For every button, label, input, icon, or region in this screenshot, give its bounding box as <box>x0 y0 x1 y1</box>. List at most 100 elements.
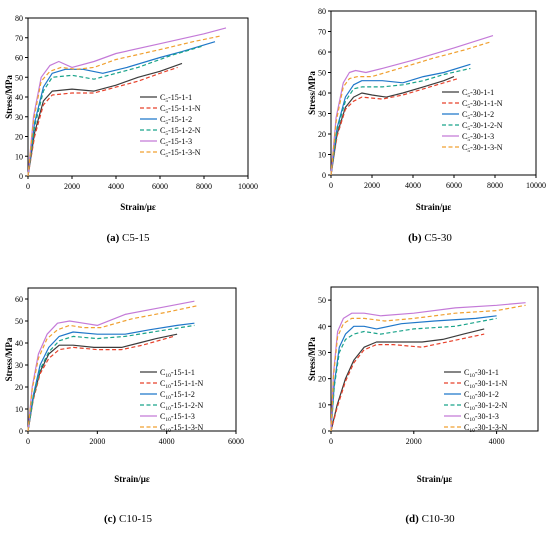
legend-label: C5-15-1-3-N <box>160 148 201 159</box>
y-tick-label: 20 <box>318 130 326 139</box>
y-tick-label: 20 <box>15 383 23 392</box>
legend: C10-30-1-1C10-30-1-1-NC10-30-1-2C10-30-1… <box>444 368 508 434</box>
x-tick-label: 8000 <box>487 181 503 190</box>
series-line-4 <box>330 67 471 176</box>
x-tick-label: 0 <box>26 182 30 191</box>
legend-label: C10-30-1-3 <box>464 412 499 423</box>
chart-panel-a: 0 2000 4000 6000 8000 10000 0 10 20 30 40 50 60 70 80 S… <box>4 14 258 244</box>
legend-label: C5-30-1-1 <box>462 88 494 99</box>
chart-panel-d: 0 2000 4000 0 10 20 30 40 50 Strain/με Stress/MPa C… <box>307 286 539 525</box>
legend-label: C5-30-1-1-N <box>462 99 503 110</box>
chart-panel-c: 0 2000 4000 6000 0 10 20 30 40 50 60 Strain/με Stres… <box>4 287 244 525</box>
y-tick-label: 30 <box>318 110 326 119</box>
legend-label: C5-15-1-2 <box>160 115 192 126</box>
series-line-5 <box>27 300 195 432</box>
x-tick-label: 10000 <box>238 182 258 191</box>
y-tick-label: 10 <box>15 152 23 161</box>
panel-caption: (a) C5-15 <box>106 232 150 244</box>
x-tick-label: 4000 <box>489 437 505 446</box>
x-tick-label: 0 <box>329 437 333 446</box>
panel-caption: (b) C5-30 <box>408 232 452 244</box>
legend-label: C10-30-1-1 <box>464 368 499 379</box>
legend-label: C10-30-1-1-N <box>464 379 508 390</box>
x-tick-label: 8000 <box>196 182 212 191</box>
legend-label: C5-30-1-2 <box>462 110 494 121</box>
legend-label: C10-30-1-2-N <box>464 401 508 412</box>
y-tick-label: 50 <box>15 73 23 82</box>
y-tick-label: 20 <box>15 133 23 142</box>
plot-frame <box>27 287 237 432</box>
x-tick-label: 2000 <box>406 437 422 446</box>
y-axis-label: Stress/MPa <box>307 71 317 115</box>
x-tick-label: 2000 <box>64 182 80 191</box>
y-tick-label: 50 <box>318 69 326 78</box>
y-tick-label: 0 <box>322 427 326 436</box>
x-tick-label: 6000 <box>446 181 462 190</box>
series-line-4 <box>330 317 497 432</box>
legend-label: C10-15-1-3 <box>160 412 195 423</box>
x-axis-label: Strain/με <box>120 202 156 212</box>
series-line-2 <box>27 66 178 177</box>
y-axis-label: Stress/MPa <box>4 337 14 381</box>
legend-label: C10-15-1-1 <box>160 368 195 379</box>
series-line-1 <box>330 76 455 176</box>
x-tick-label: 2000 <box>89 437 105 446</box>
y-tick-label: 10 <box>15 405 23 414</box>
series-line-3 <box>27 322 195 432</box>
legend-label: C10-30-1-2 <box>464 390 499 401</box>
legend-label: C5-30-1-3 <box>462 132 494 143</box>
y-tick-label: 0 <box>322 171 326 180</box>
x-tick-label: 0 <box>26 437 30 446</box>
series-line-1 <box>330 328 485 432</box>
y-tick-label: 40 <box>318 322 326 331</box>
legend: C5-30-1-1C5-30-1-1-NC5-30-1-2C5-30-1-2-N… <box>442 88 503 154</box>
series-line-3 <box>330 315 497 432</box>
panel-caption: (c) C10-15 <box>104 513 152 525</box>
y-tick-label: 80 <box>15 14 23 23</box>
legend-label: C10-15-1-2 <box>160 390 195 401</box>
series-line-4 <box>27 45 205 177</box>
legend-label: C5-15-1-2-N <box>160 126 201 137</box>
plot-frame <box>330 286 539 432</box>
y-tick-label: 40 <box>318 89 326 98</box>
y-tick-label: 50 <box>318 296 326 305</box>
x-tick-label: 4000 <box>108 182 124 191</box>
series-line-6 <box>330 304 526 432</box>
panel-caption: (d) C10-30 <box>405 513 455 525</box>
series-line-6 <box>27 305 199 432</box>
series-line-4 <box>27 324 195 432</box>
y-axis-label: Stress/MPa <box>4 75 14 119</box>
x-tick-label: 4000 <box>159 437 175 446</box>
y-tick-label: 80 <box>318 7 326 16</box>
series-line-3 <box>330 63 471 176</box>
y-tick-label: 70 <box>15 34 23 43</box>
series-line-6 <box>330 41 492 176</box>
x-tick-label: 4000 <box>405 181 421 190</box>
legend: C10-15-1-1C10-15-1-1-NC10-15-1-2C10-15-1… <box>140 368 204 434</box>
y-tick-label: 40 <box>15 93 23 102</box>
y-tick-label: 70 <box>318 28 326 37</box>
legend-label: C5-30-1-2-N <box>462 121 503 132</box>
series-line-2 <box>330 333 485 432</box>
x-axis-label: Strain/με <box>417 474 453 484</box>
y-tick-label: 10 <box>318 401 326 410</box>
series-line-1 <box>27 62 183 177</box>
y-tick-label: 0 <box>19 172 23 181</box>
y-tick-label: 40 <box>15 339 23 348</box>
legend-label: C5-15-1-1-N <box>160 104 201 115</box>
y-tick-label: 0 <box>19 427 23 436</box>
legend-label: C10-15-1-1-N <box>160 379 204 390</box>
legend: C5-15-1-1C5-15-1-1-NC5-15-1-2C5-15-1-2-N… <box>140 93 201 159</box>
x-tick-label: 6000 <box>152 182 168 191</box>
x-axis-label: Strain/με <box>416 202 452 212</box>
y-tick-label: 30 <box>15 361 23 370</box>
legend-label: C10-15-1-2-N <box>160 401 204 412</box>
x-tick-label: 0 <box>329 181 333 190</box>
y-tick-label: 30 <box>318 348 326 357</box>
x-axis-label: Strain/με <box>114 474 150 484</box>
y-tick-label: 60 <box>15 54 23 63</box>
y-tick-label: 60 <box>15 295 23 304</box>
y-tick-label: 10 <box>318 151 326 160</box>
series-line-2 <box>330 78 459 176</box>
series-line-5 <box>330 35 494 176</box>
